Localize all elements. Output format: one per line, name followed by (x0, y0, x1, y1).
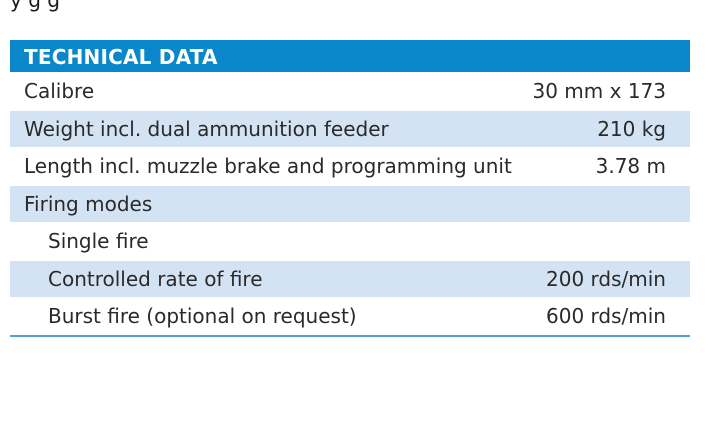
row-label: Length incl. muzzle brake and programmin… (24, 154, 512, 178)
row-value: 3.78 m (595, 154, 666, 178)
table-row-firing-modes: Firing modes (10, 184, 690, 222)
row-value: 200 rds/min (546, 266, 666, 291)
row-label: Controlled rate of fire (48, 266, 263, 291)
row-label: Calibre (24, 79, 95, 103)
table-row-burst-fire: Burst fire (optional on request) 600 rds… (10, 297, 690, 335)
table-row-single-fire: Single fire (10, 222, 690, 260)
table-header: TECHNICAL DATA (10, 40, 690, 72)
row-value: 210 kg (597, 116, 666, 141)
row-label: Weight incl. dual ammunition feeder (24, 116, 389, 141)
technical-data-table: TECHNICAL DATA Calibre 30 mm x 173 Weigh… (10, 40, 690, 337)
table-row-controlled-rate: Controlled rate of fire 200 rds/min (10, 259, 690, 297)
cut-off-text-line: y g g (10, 0, 60, 12)
table-row-calibre: Calibre 30 mm x 173 (10, 72, 690, 110)
row-label: Firing modes (24, 191, 153, 216)
row-value: 600 rds/min (546, 304, 666, 328)
row-value: 30 mm x 173 (532, 79, 667, 103)
row-label: Burst fire (optional on request) (48, 304, 357, 328)
table-row-length: Length incl. muzzle brake and programmin… (10, 147, 690, 185)
row-label: Single fire (48, 229, 149, 253)
table-row-weight: Weight incl. dual ammunition feeder 210 … (10, 109, 690, 147)
